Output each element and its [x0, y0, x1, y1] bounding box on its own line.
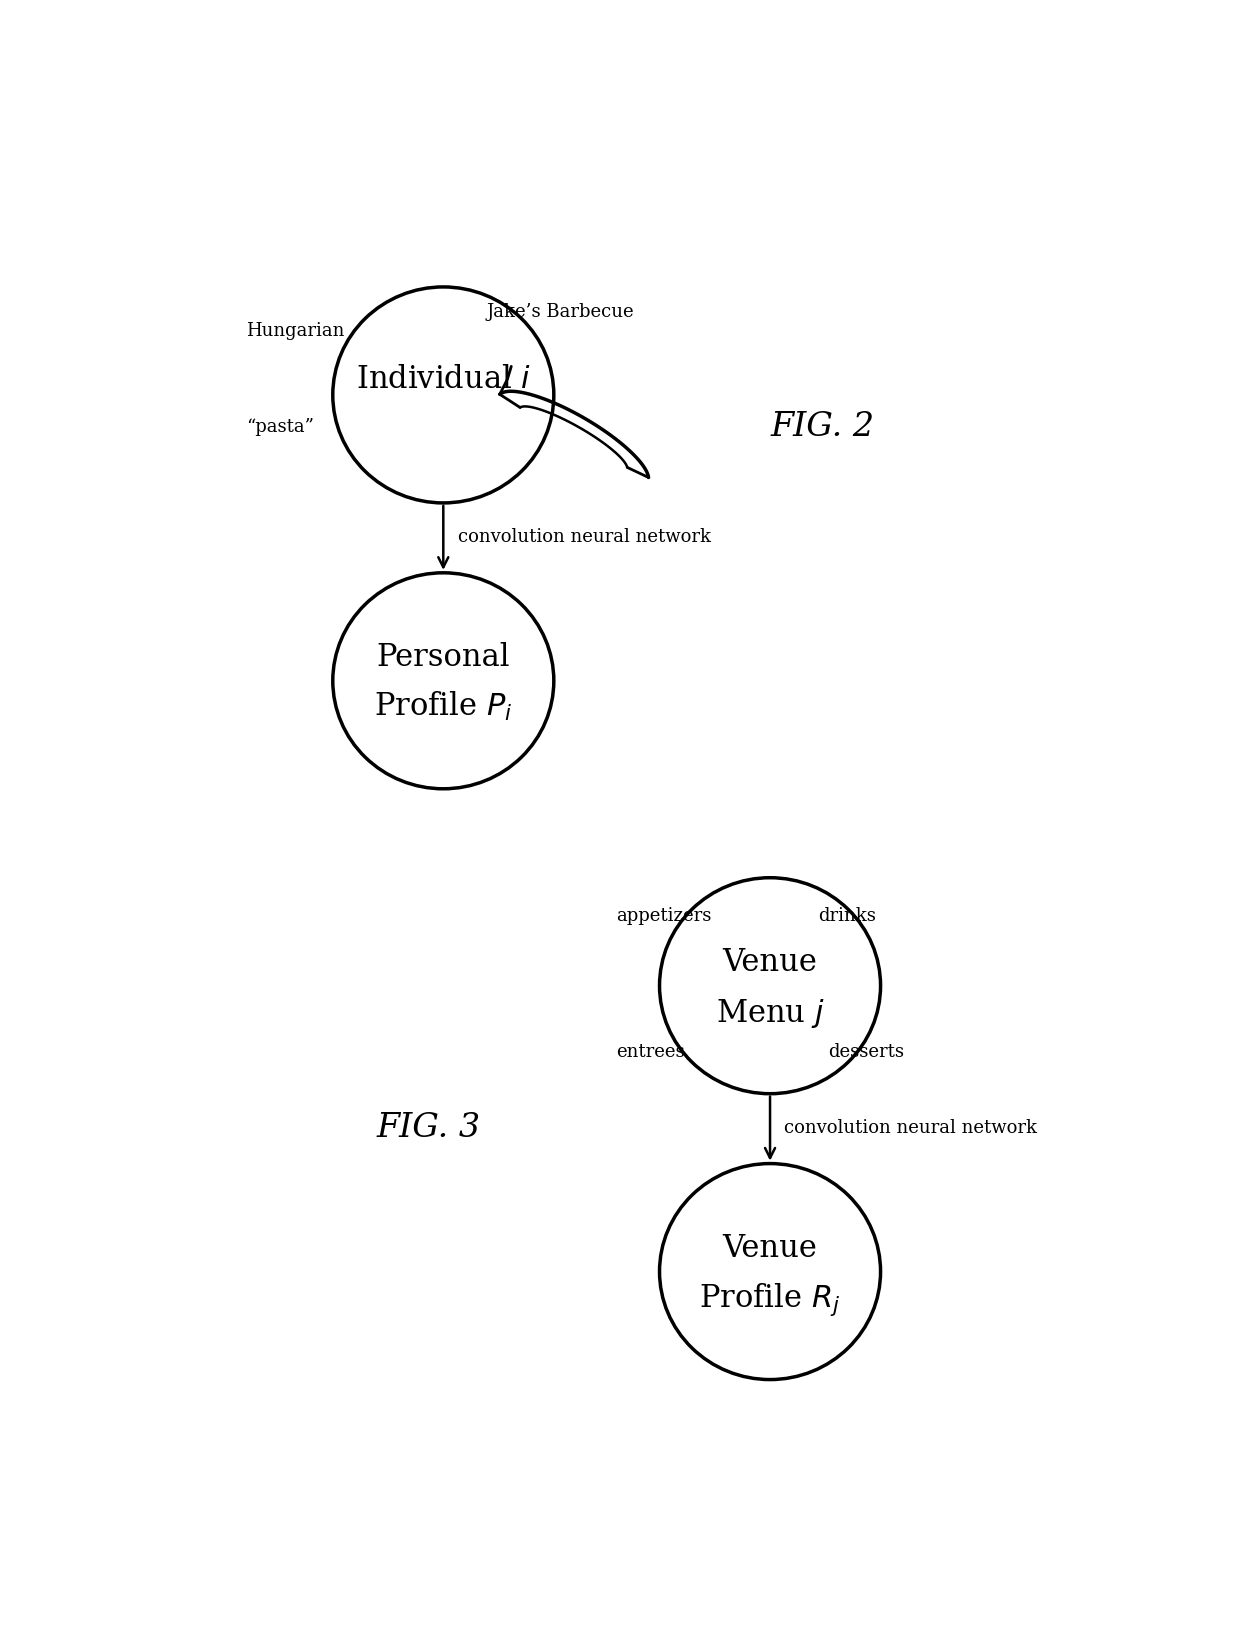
Text: Venue: Venue [723, 1233, 817, 1264]
Text: desserts: desserts [828, 1043, 904, 1061]
Text: Menu $j$: Menu $j$ [715, 997, 825, 1030]
Text: Individual $i$: Individual $i$ [356, 365, 531, 396]
Text: convolution neural network: convolution neural network [785, 1119, 1038, 1137]
Text: Personal: Personal [377, 642, 510, 673]
Text: FIG. 2: FIG. 2 [770, 411, 874, 442]
Text: Profile $P_i$: Profile $P_i$ [374, 690, 512, 723]
Text: “pasta”: “pasta” [247, 417, 314, 436]
Text: Profile $R_j$: Profile $R_j$ [699, 1280, 841, 1318]
Text: drinks: drinks [818, 908, 875, 926]
Text: Hungarian: Hungarian [247, 322, 345, 340]
Text: convolution neural network: convolution neural network [458, 528, 711, 546]
Text: FIG. 3: FIG. 3 [376, 1112, 480, 1143]
Text: entrees: entrees [616, 1043, 684, 1061]
Text: Jake’s Barbecue: Jake’s Barbecue [486, 304, 634, 322]
Text: Venue: Venue [723, 947, 817, 978]
Text: appetizers: appetizers [616, 908, 712, 926]
